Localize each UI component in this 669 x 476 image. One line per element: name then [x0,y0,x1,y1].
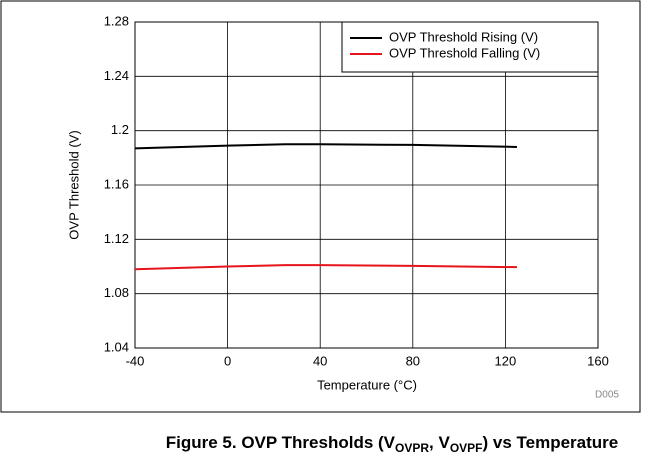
y-tick-label: 1.2 [111,122,129,137]
x-tick-label: 160 [587,353,609,368]
annotation: D005 [595,390,619,401]
caption-subscript: OVPF [450,441,483,455]
legend-box [341,21,599,73]
legend-label: OVP Threshold Falling (V) [389,45,540,60]
y-tick-label: 1.16 [104,176,129,191]
caption-text: Figure 5. OVP Thresholds (V [166,433,396,452]
caption-subscript: OVPR [395,441,429,455]
caption: Figure 5. OVP Thresholds (VOVPR, VOVPF) … [166,433,618,455]
x-tick-label: 40 [313,353,327,368]
x-axis-label: Temperature (°C) [317,377,417,392]
series-line [134,143,517,150]
x-tick-label: 120 [495,353,517,368]
caption-text: ) vs Temperature [482,433,618,452]
y-tick-label: 1.24 [104,68,129,83]
caption-text: , V [429,433,450,452]
x-tick-label: 0 [224,353,231,368]
x-tick-label: 80 [406,353,420,368]
y-tick-label: 1.12 [104,231,129,246]
y-tick-label: 1.08 [104,285,129,300]
legend-label: OVP Threshold Rising (V) [389,29,538,44]
x-tick-label: -40 [126,353,145,368]
y-axis-label: OVP Threshold (V) [66,130,81,239]
y-tick-label: 1.28 [104,13,129,28]
figure-frame [0,0,641,413]
series-line [134,264,517,271]
y-tick-label: 1.04 [104,339,129,354]
